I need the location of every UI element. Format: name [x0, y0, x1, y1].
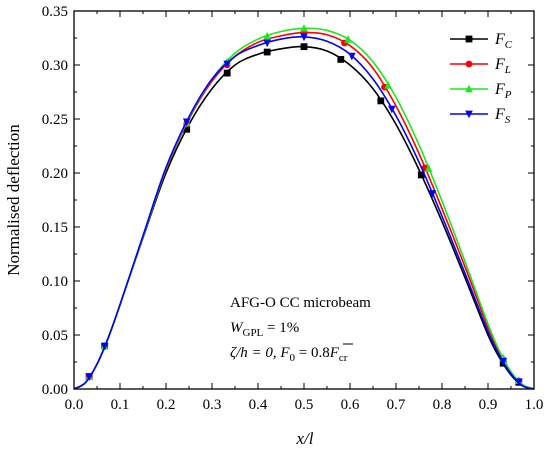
legend-label-main: F: [494, 106, 505, 123]
legend-label: FS: [494, 106, 511, 126]
legend-label-main: F: [494, 81, 505, 98]
annotation-line3: ζ/h = 0, F0 = 0.8Fcr: [230, 345, 348, 364]
data-point: [424, 164, 433, 172]
y-tick-label: 0.20: [42, 166, 68, 182]
x-tick-label: 0.5: [295, 397, 314, 413]
legend-label: FL: [494, 56, 511, 76]
y-tick-label: 0.05: [42, 328, 68, 344]
legend-item-p: FP: [450, 81, 512, 101]
data-point: [100, 342, 109, 351]
series-c: [73, 43, 535, 390]
x-axis-title: x/l: [296, 429, 314, 448]
y-tick-label: 0.25: [42, 112, 68, 128]
annotation-fcr: F: [329, 345, 340, 361]
x-tick-label: 0.0: [65, 397, 84, 413]
data-point: [263, 31, 271, 40]
data-point: [182, 118, 191, 127]
annotation-w: W: [230, 320, 244, 336]
y-tick-label: 0.00: [42, 382, 68, 398]
data-point: [263, 48, 271, 56]
ticks-layer: 0.0 0.1 0.2 0.3 0.4 0.5 0.6 0.7 0.8 0.9 1.0 0.00 0.0…: [42, 4, 544, 413]
data-point: [344, 35, 352, 43]
legend-label-sub: S: [505, 114, 511, 126]
data-point: [388, 105, 396, 114]
data-point: [377, 97, 385, 105]
y-tick-label: 0.15: [42, 220, 68, 236]
data-point: [183, 125, 191, 133]
legend-label-main: F: [494, 31, 505, 48]
y-tick-label: 0.35: [42, 4, 68, 20]
data-point: [223, 69, 231, 77]
data-point: [263, 39, 271, 48]
legend-label-sub: L: [504, 64, 511, 76]
data-point: [348, 52, 356, 61]
data-point: [384, 81, 392, 89]
series-line: [73, 27, 535, 390]
data-point: [337, 55, 345, 63]
data-point: [300, 33, 308, 42]
data-point: [428, 190, 437, 198]
legend-label: FC: [494, 31, 513, 51]
series-p: [73, 24, 535, 390]
annotation-block: AFG-O CC microbeam WGPL = 1% ζ/h = 0, F0…: [230, 295, 371, 364]
x-tick-label: 0.4: [249, 397, 268, 413]
data-point: [223, 60, 231, 69]
legend-label-sub: P: [504, 89, 512, 101]
legend-item-c: FC: [450, 31, 513, 51]
legend-label-sub: C: [505, 39, 513, 51]
data-point: [515, 378, 523, 387]
x-tick-label: 0.6: [341, 397, 360, 413]
legend-marker: [465, 84, 473, 93]
annotation-w-sub: GPL: [243, 327, 264, 339]
x-tick-label: 1.0: [525, 397, 544, 413]
data-point: [417, 171, 425, 179]
annotation-eq: = 0.8: [295, 345, 330, 361]
data-point: [499, 357, 507, 366]
x-tick-label: 0.1: [111, 397, 130, 413]
x-tick-label: 0.3: [203, 397, 222, 413]
annotation-f0-sub: 0: [290, 352, 296, 364]
series-s: [73, 33, 535, 390]
annotation-line2: WGPL = 1%: [230, 320, 299, 339]
x-tick-label: 0.8: [433, 397, 452, 413]
annotation-zeta: ζ/h = 0, F: [230, 345, 290, 361]
legend-item-s: FS: [450, 106, 511, 126]
series-l: [73, 29, 535, 390]
annotation-w-rest: = 1%: [263, 320, 299, 336]
y-tick-label: 0.10: [42, 274, 68, 290]
data-point: [300, 24, 308, 32]
x-tick-label: 0.7: [387, 397, 406, 413]
legend-marker: [465, 35, 473, 43]
annotation-line1: AFG-O CC microbeam: [230, 295, 371, 311]
legend-marker: [465, 60, 473, 68]
data-point: [85, 373, 93, 381]
legend-item-l: FL: [450, 56, 511, 76]
series-layer: [73, 24, 535, 390]
legend-label-main: F: [494, 56, 505, 73]
axes: [73, 10, 535, 390]
series-line: [73, 31, 535, 390]
x-tick-label: 0.2: [157, 397, 176, 413]
data-point: [300, 43, 308, 51]
plot-frame: [73, 10, 535, 390]
y-tick-label: 0.30: [42, 58, 68, 74]
legend-marker: [465, 110, 473, 119]
legend-label: FP: [494, 81, 512, 101]
y-axis-title: Normalised deflection: [4, 124, 23, 276]
series-line: [73, 45, 535, 390]
x-tick-label: 0.9: [479, 397, 498, 413]
annotation-fcr-sub: cr: [339, 352, 348, 364]
